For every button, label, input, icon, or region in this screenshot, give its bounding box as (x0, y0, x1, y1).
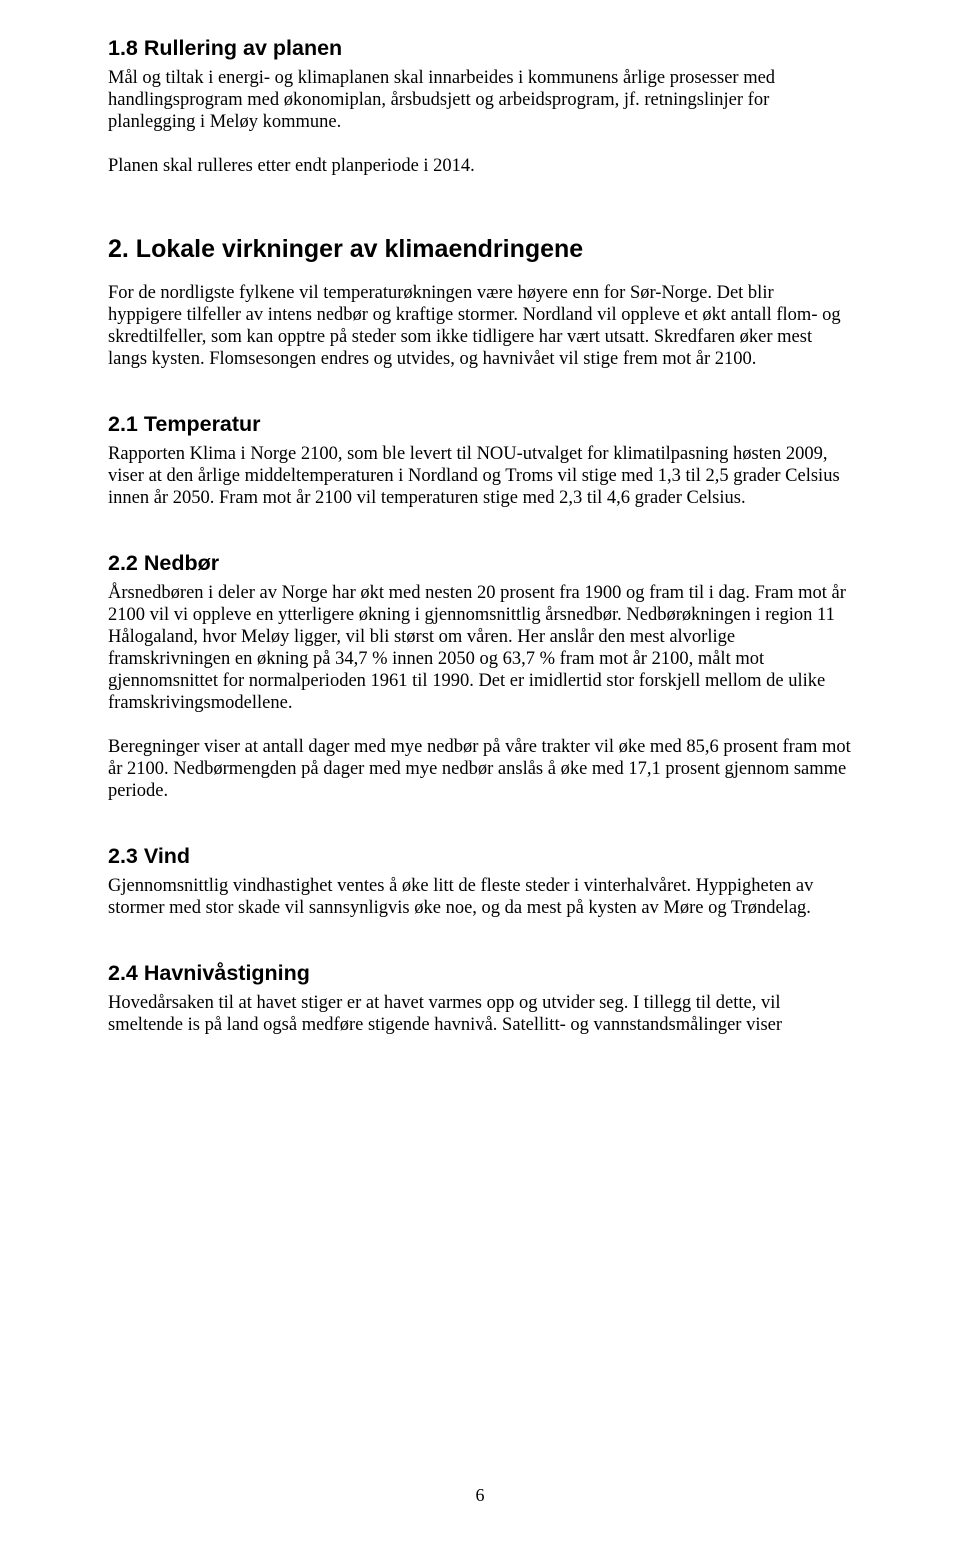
body-paragraph: Beregninger viser at antall dager med my… (108, 736, 852, 802)
body-paragraph: Årsnedbøren i deler av Norge har økt med… (108, 582, 852, 714)
body-paragraph: For de nordligste fylkene vil temperatur… (108, 282, 852, 370)
document-page: 1.8 Rullering av planen Mål og tiltak i … (108, 36, 852, 1036)
body-paragraph: Gjennomsnittlig vindhastighet ventes å ø… (108, 875, 852, 919)
section-heading-1-8: 1.8 Rullering av planen (108, 36, 852, 61)
body-paragraph: Rapporten Klima i Norge 2100, som ble le… (108, 443, 852, 509)
section-heading-2-1: 2.1 Temperatur (108, 412, 852, 437)
section-heading-2-2: 2.2 Nedbør (108, 551, 852, 576)
section-heading-2-3: 2.3 Vind (108, 844, 852, 869)
section-heading-2-4: 2.4 Havnivåstigning (108, 961, 852, 986)
body-paragraph: Hovedårsaken til at havet stiger er at h… (108, 992, 852, 1036)
chapter-heading-2: 2. Lokale virkninger av klimaendringene (108, 235, 852, 264)
body-paragraph: Mål og tiltak i energi- og klimaplanen s… (108, 67, 852, 133)
body-paragraph: Planen skal rulleres etter endt planperi… (108, 155, 852, 177)
page-number: 6 (0, 1485, 960, 1506)
